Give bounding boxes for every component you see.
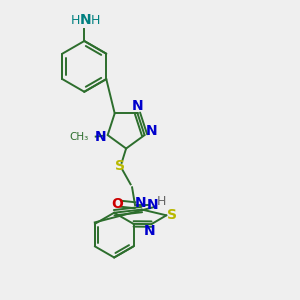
Text: N: N — [94, 130, 106, 144]
Text: N: N — [134, 196, 146, 210]
Text: N: N — [80, 13, 92, 27]
Text: O: O — [111, 197, 123, 211]
Text: N: N — [132, 99, 143, 113]
Text: H: H — [157, 195, 166, 208]
Text: N: N — [147, 198, 159, 212]
Text: H: H — [71, 14, 80, 27]
Text: N: N — [144, 224, 156, 238]
Text: S: S — [115, 159, 125, 173]
Text: S: S — [167, 208, 177, 222]
Text: CH₃: CH₃ — [69, 132, 88, 142]
Text: N: N — [146, 124, 158, 138]
Text: H: H — [91, 14, 100, 27]
